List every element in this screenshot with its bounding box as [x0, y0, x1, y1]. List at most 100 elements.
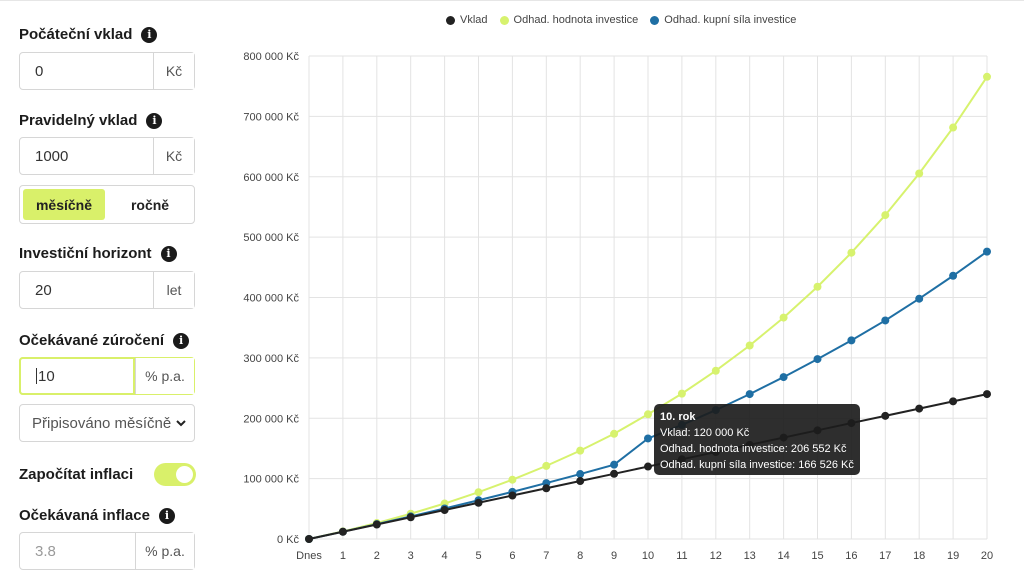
- x-tick-label: 3: [408, 550, 414, 562]
- legend-item-kupni[interactable]: Odhad. kupní síla investice: [650, 14, 796, 26]
- data-point: [542, 479, 551, 488]
- rate-input[interactable]: 10: [19, 357, 135, 395]
- data-point: [610, 429, 619, 438]
- data-point: [847, 336, 856, 345]
- data-point: [542, 484, 551, 493]
- data-point: [949, 397, 958, 406]
- series-line-2: [308, 250, 988, 540]
- x-tick-label: 14: [777, 550, 789, 562]
- compounding-selected: Připisováno měsíčně: [32, 414, 172, 432]
- tooltip-line: Odhad. kupní síla investice: 166 526 Kč: [660, 459, 854, 471]
- x-tick-label: 18: [913, 550, 925, 562]
- x-tick-label: 5: [475, 550, 481, 562]
- rate-value: 10: [38, 367, 55, 385]
- x-tick-label: 12: [710, 550, 722, 562]
- data-point: [677, 389, 686, 398]
- data-point: [881, 411, 890, 420]
- data-point: [338, 527, 347, 536]
- frequency-monthly-button[interactable]: měsíčně: [23, 189, 105, 220]
- x-tick-label: 9: [611, 550, 617, 562]
- data-point: [983, 247, 991, 256]
- data-point: [745, 390, 754, 399]
- x-tick-label: 7: [543, 550, 549, 562]
- data-point: [440, 499, 449, 508]
- data-point: [508, 487, 517, 496]
- data-point: [644, 462, 652, 471]
- info-icon[interactable]: i: [146, 112, 163, 129]
- data-point: [779, 373, 788, 382]
- data-point: [474, 496, 483, 505]
- rate-field[interactable]: 10 % p.a.: [19, 357, 195, 395]
- tooltip-title: 10. rok: [660, 411, 696, 423]
- x-tick-label: 13: [744, 550, 756, 562]
- data-point: [406, 509, 415, 518]
- initial-deposit-unit: Kč: [153, 53, 194, 89]
- inflation-label: Očekávaná inflace i: [19, 507, 175, 524]
- legend-dot: [499, 15, 509, 25]
- horizon-input[interactable]: 20: [35, 281, 52, 299]
- data-point: [372, 520, 381, 529]
- data-point: [338, 527, 347, 536]
- horizon-unit: let: [153, 272, 194, 308]
- x-tick-label: 16: [845, 550, 857, 562]
- x-tick-label: 17: [879, 550, 891, 562]
- legend-label: Vklad: [460, 14, 488, 26]
- data-point: [610, 469, 619, 478]
- inflation-toggle-label: Započítat inflaci: [19, 466, 133, 483]
- calculator-form: Počáteční vklad i 0 Kč Pravidelný vklad …: [0, 0, 210, 588]
- y-tick-label: 100 000 Kč: [243, 474, 299, 486]
- x-tick-label: 6: [509, 550, 515, 562]
- inflation-label-text: Očekávaná inflace: [19, 507, 150, 524]
- top-divider: [0, 0, 1024, 1]
- deposit-frequency-toggle: měsíčně ročně: [19, 185, 195, 224]
- legend-dot: [446, 15, 455, 25]
- initial-deposit-label: Počáteční vklad i: [19, 26, 158, 43]
- x-tick-label: 11: [676, 550, 687, 562]
- info-icon[interactable]: i: [173, 332, 190, 349]
- regular-deposit-label: Pravidelný vklad i: [19, 112, 163, 129]
- x-tick-label: 20: [981, 550, 993, 562]
- frequency-yearly-button[interactable]: ročně: [130, 196, 170, 213]
- inflation-field[interactable]: 3.8 % p.a.: [19, 532, 195, 570]
- rate-unit: % p.a.: [135, 358, 194, 394]
- legend-label: Odhad. hodnota investice: [513, 14, 639, 26]
- x-tick-label: 1: [340, 550, 346, 562]
- data-point: [779, 313, 788, 322]
- data-point: [338, 527, 347, 536]
- inflation-input[interactable]: 3.8: [35, 542, 56, 560]
- data-point: [440, 506, 449, 515]
- info-icon[interactable]: i: [141, 26, 158, 43]
- rate-label-text: Očekávané zúročení: [19, 332, 165, 349]
- data-point: [576, 477, 585, 486]
- data-point: [542, 461, 551, 470]
- data-point: [474, 488, 483, 497]
- y-tick-label: 600 000 Kč: [243, 172, 299, 184]
- info-icon[interactable]: i: [158, 507, 175, 524]
- data-point: [949, 271, 958, 280]
- y-tick-label: 300 000 Kč: [243, 353, 299, 365]
- data-point: [745, 341, 754, 350]
- data-point: [305, 535, 313, 543]
- x-tick-label: Dnes: [296, 550, 322, 562]
- initial-deposit-input[interactable]: 0: [35, 62, 44, 80]
- legend-dot: [650, 15, 660, 25]
- data-point: [949, 123, 958, 132]
- compounding-select[interactable]: Připisováno měsíčně: [19, 404, 195, 442]
- tooltip-line: Odhad. hodnota investice: 206 552 Kč: [660, 443, 847, 455]
- data-point: [406, 512, 415, 521]
- regular-deposit-input[interactable]: 1000: [35, 147, 69, 165]
- inflation-switch[interactable]: [154, 463, 196, 486]
- legend-item-hodnota[interactable]: Odhad. hodnota investice: [499, 14, 639, 26]
- data-point: [813, 282, 822, 291]
- legend-label: Odhad. kupní síla investice: [664, 14, 797, 26]
- horizon-field[interactable]: 20 let: [19, 271, 195, 309]
- regular-deposit-label-text: Pravidelný vklad: [19, 112, 138, 129]
- series-line-0: [308, 393, 988, 540]
- y-tick-label: 0 Kč: [277, 534, 300, 546]
- x-tick-label: 19: [947, 550, 959, 562]
- regular-deposit-field[interactable]: 1000 Kč: [19, 137, 195, 175]
- legend-item-vklad[interactable]: Vklad: [446, 14, 488, 26]
- initial-deposit-field[interactable]: 0 Kč: [19, 52, 195, 90]
- x-tick-label: 4: [442, 550, 448, 562]
- info-icon[interactable]: i: [160, 245, 177, 262]
